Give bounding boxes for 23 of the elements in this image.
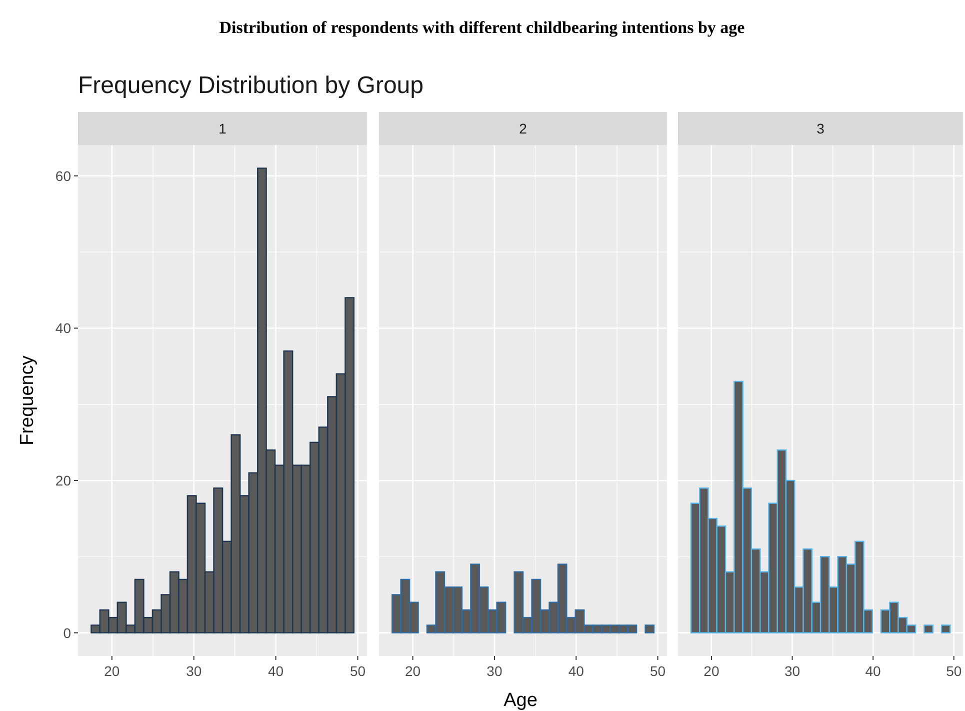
chart-subtitle: Frequency Distribution by Group bbox=[78, 72, 424, 99]
text: 1 bbox=[218, 120, 227, 136]
y-tick-label: 0 bbox=[63, 624, 72, 641]
x-tick-label: 50 bbox=[350, 663, 366, 679]
x-tick-label: 20 bbox=[405, 663, 421, 679]
x-tick-label: 40 bbox=[865, 663, 882, 679]
y-tick-label: 40 bbox=[55, 320, 72, 336]
chart-title: 2 bbox=[519, 120, 528, 136]
x-tick-label: 20 bbox=[104, 663, 120, 679]
x-axis-title: Age bbox=[504, 690, 538, 711]
y-tick-label: 60 bbox=[55, 168, 72, 184]
y-axis-title: Frequency bbox=[17, 355, 38, 446]
x-tick-label: 40 bbox=[568, 663, 584, 679]
x-tick-label: 50 bbox=[946, 663, 962, 679]
x-tick-label: 40 bbox=[268, 663, 284, 679]
y-tick-label: 20 bbox=[55, 472, 72, 488]
x-tick-label: 30 bbox=[186, 663, 202, 679]
x-tick-label: 50 bbox=[650, 663, 666, 679]
text: Distribution of respondents with different childbearing intentions by age bbox=[219, 18, 746, 37]
x-tick-label: 30 bbox=[486, 663, 502, 679]
x-tick-label: 30 bbox=[784, 663, 800, 679]
chart-title: 3 bbox=[816, 120, 825, 136]
x-tick-label: 20 bbox=[704, 663, 720, 679]
